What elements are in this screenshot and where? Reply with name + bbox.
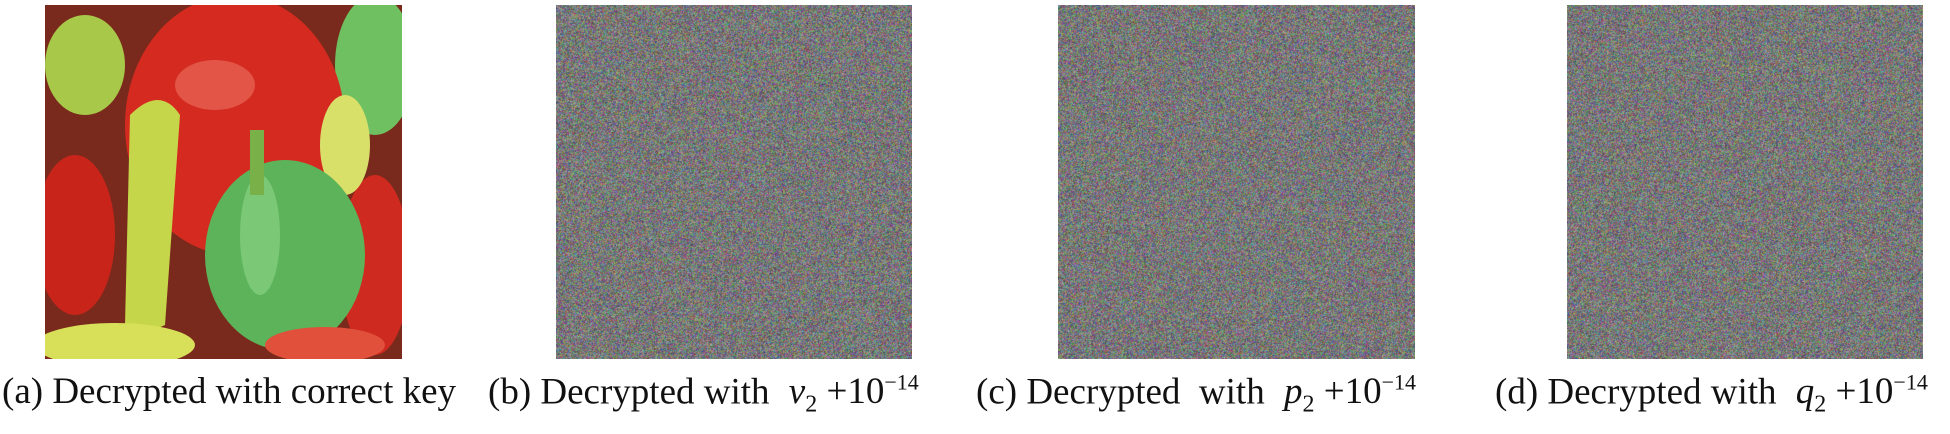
noise-image bbox=[556, 5, 912, 359]
math-exponent: −14 bbox=[1893, 370, 1927, 395]
math-sub: 2 bbox=[1814, 392, 1826, 418]
caption-text: Decrypted with bbox=[1026, 371, 1264, 412]
math-exponent: −14 bbox=[1382, 370, 1416, 395]
caption-text: Decrypted with bbox=[540, 371, 769, 412]
caption-c: (c) Decrypted with p2 +10−14 bbox=[976, 370, 1416, 419]
panel-c-image bbox=[1058, 5, 1415, 359]
noise-image bbox=[1058, 5, 1415, 359]
caption-b: (b) Decrypted with v2 +10−14 bbox=[488, 370, 919, 419]
panel-a-image bbox=[45, 5, 402, 359]
caption-a: (a) Decrypted with correct key bbox=[2, 370, 456, 413]
math-var: q bbox=[1796, 371, 1815, 412]
panel-label: (c) bbox=[976, 371, 1017, 412]
caption-math: q2 +10−14 bbox=[1796, 371, 1928, 412]
caption-math: p2 +10−14 bbox=[1284, 371, 1416, 412]
panel-label: (a) bbox=[2, 371, 43, 412]
math-plus: +10 bbox=[1324, 371, 1382, 412]
caption-math: v2 +10−14 bbox=[789, 371, 919, 412]
math-var: v bbox=[789, 371, 805, 412]
panel-label: (b) bbox=[488, 371, 531, 412]
caption-text: Decrypted with correct key bbox=[52, 371, 456, 412]
caption-d: (d) Decrypted with q2 +10−14 bbox=[1495, 370, 1928, 419]
math-plus: +10 bbox=[826, 371, 884, 412]
math-exponent: −14 bbox=[884, 370, 918, 395]
caption-text: Decrypted with bbox=[1547, 371, 1776, 412]
noise-image bbox=[1567, 5, 1923, 359]
math-sub: 2 bbox=[1302, 392, 1314, 418]
peppers-image bbox=[45, 5, 402, 359]
panel-d-image bbox=[1567, 5, 1923, 359]
panel-label: (d) bbox=[1495, 371, 1538, 412]
panel-b-image bbox=[556, 5, 912, 359]
math-sub: 2 bbox=[805, 392, 817, 418]
math-var: p bbox=[1284, 371, 1303, 412]
math-plus: +10 bbox=[1836, 371, 1894, 412]
